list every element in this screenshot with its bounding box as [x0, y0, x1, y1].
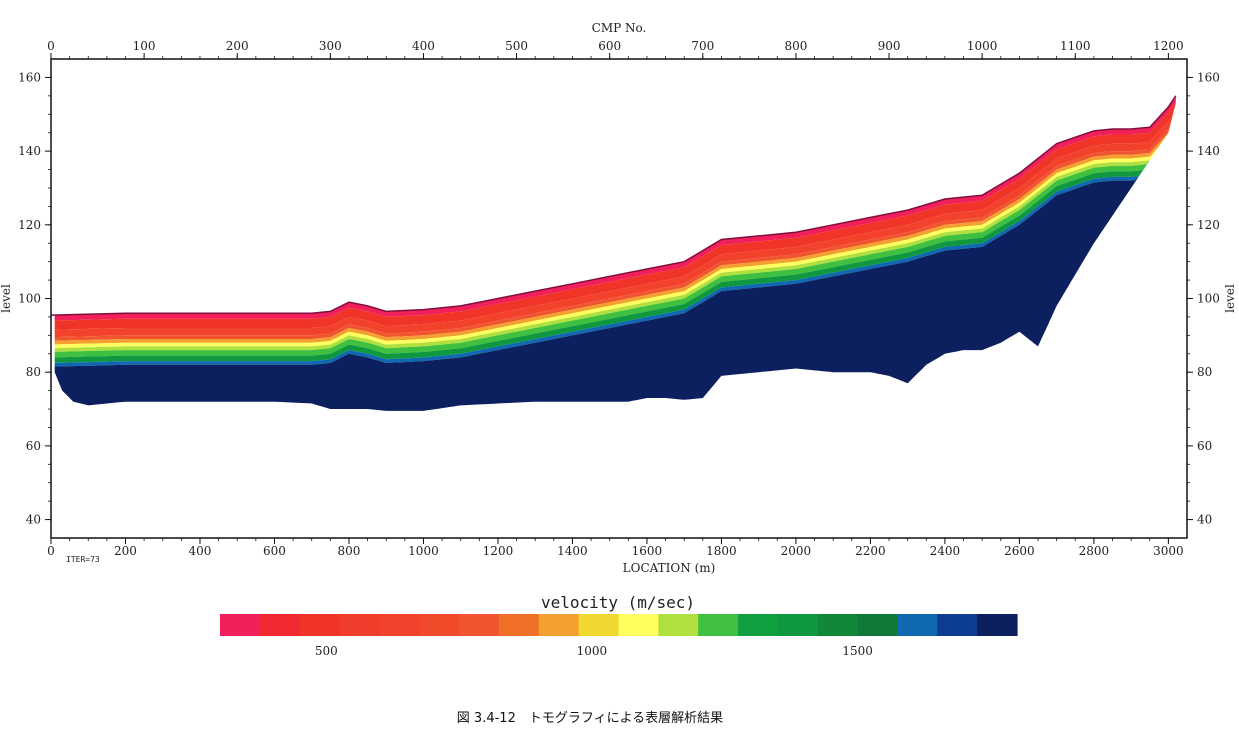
bottom-tick-label: 1600 [632, 544, 663, 558]
axis-ticks: 0 200 400 600 800 1000 1200 1400 1600 1800 2000 220… [18, 39, 1220, 558]
bottom-tick-label: 2400 [930, 544, 961, 558]
bottom-tick-label: 1400 [557, 544, 588, 558]
velocity-layer-600 [54, 103, 1176, 338]
bottom-tick-label: 1800 [706, 544, 737, 558]
colorbar-cell [817, 614, 859, 636]
colorbar-cell [339, 614, 380, 636]
right-tick-label: 120 [1197, 218, 1220, 232]
top-tick-label: 1100 [1060, 39, 1091, 53]
colorbar-cell [379, 614, 420, 636]
bottom-tick-label: 2800 [1079, 544, 1110, 558]
colorbar-cell [498, 614, 540, 636]
left-tick-label: 160 [18, 70, 41, 84]
y-axis-title-right: level [1223, 284, 1237, 313]
bottom-axis-title: LOCATION (m) [623, 561, 716, 575]
bottom-tick-label: 400 [189, 544, 212, 558]
velocity-colorbar: 500 1000 1500 [220, 614, 1018, 658]
top-tick-label: 0 [47, 39, 55, 53]
colorbar-cell [618, 614, 659, 636]
top-axis-title: CMP No. [592, 21, 647, 35]
colorbar-cell [459, 614, 500, 636]
top-tick-label: 1000 [967, 39, 998, 53]
right-tick-label: 60 [1197, 439, 1212, 453]
colorbar-cell [738, 614, 779, 636]
bottom-tick-label: 2600 [1004, 544, 1035, 558]
colorbar-cell [897, 614, 938, 636]
colorbar-cell [259, 614, 301, 636]
colorbar-cell [538, 614, 580, 636]
colorbar-cell [658, 614, 699, 636]
top-tick-label: 400 [412, 39, 435, 53]
velocity-layer-450 [54, 101, 1176, 330]
colorbar-cell [299, 614, 341, 636]
bottom-tick-label: 3000 [1153, 544, 1184, 558]
colorbar-tick-label: 1000 [577, 644, 608, 658]
right-tick-label: 140 [1197, 144, 1220, 158]
colorbar-cell [698, 614, 739, 636]
right-tick-label: 160 [1197, 70, 1220, 84]
top-tick-label: 700 [691, 39, 714, 53]
top-tick-label: 100 [133, 39, 156, 53]
bottom-tick-label: 0 [47, 544, 55, 558]
left-tick-label: 80 [26, 365, 41, 379]
colorbar-cell [419, 614, 460, 636]
colorbar-cell [977, 614, 1018, 636]
colorbar-tick-label: 500 [315, 644, 338, 658]
colorbar-tick-label: 1500 [842, 644, 873, 658]
left-tick-label: 60 [26, 439, 41, 453]
left-tick-label: 120 [18, 218, 41, 232]
top-tick-label: 300 [319, 39, 342, 53]
colorbar-cell [220, 614, 261, 636]
right-tick-label: 100 [1197, 292, 1220, 306]
ground-surface-line [50, 95, 1177, 316]
top-tick-label: 600 [598, 39, 621, 53]
colorbar-cell [857, 614, 898, 636]
top-tick-label: 800 [784, 39, 807, 53]
bottom-tick-label: 200 [114, 544, 137, 558]
bottom-tick-label: 2000 [781, 544, 812, 558]
left-tick-label: 140 [18, 144, 41, 158]
colorbar-cell [777, 614, 819, 636]
velocity-heatmap [54, 95, 1176, 411]
colorbar-cell [578, 614, 620, 636]
top-tick-label: 500 [505, 39, 528, 53]
y-axis-title-left: level [0, 284, 13, 313]
top-tick-label: 900 [878, 39, 901, 53]
bottom-tick-label: 600 [263, 544, 286, 558]
bottom-tick-label: 1200 [483, 544, 514, 558]
top-tick-label: 200 [226, 39, 249, 53]
right-tick-label: 40 [1197, 513, 1212, 527]
bottom-tick-label: 2200 [855, 544, 886, 558]
velocity-layer-800 [54, 103, 1176, 341]
right-tick-label: 80 [1197, 365, 1212, 379]
iteration-label: ITER=73 [66, 555, 100, 564]
bottom-tick-label: 1000 [408, 544, 439, 558]
bottom-tick-label: 800 [338, 544, 361, 558]
left-tick-label: 40 [26, 513, 41, 527]
top-tick-label: 1200 [1153, 39, 1184, 53]
figure-caption: 図 3.4-12 トモグラフィによる表層解析結果 [457, 711, 723, 726]
colorbar-cell [937, 614, 978, 636]
left-tick-label: 100 [18, 292, 41, 306]
velocity-layer-1750 [54, 103, 1176, 411]
colorbar-title: velocity (m/sec) [541, 593, 695, 612]
